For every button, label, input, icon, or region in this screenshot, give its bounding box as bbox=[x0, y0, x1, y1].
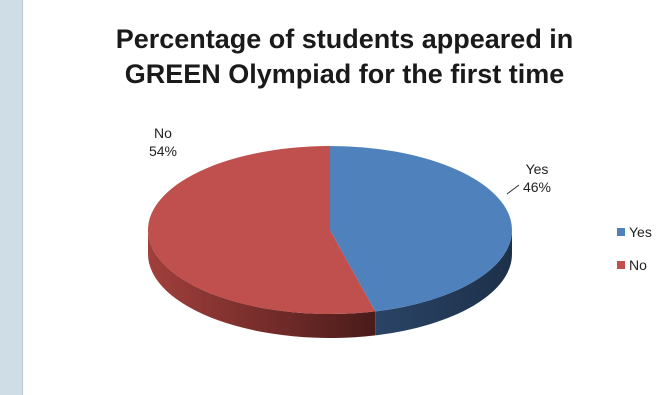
leader-line-yes bbox=[506, 184, 520, 195]
data-label-no-value: 54% bbox=[149, 143, 177, 159]
data-label-no-name: No bbox=[154, 125, 172, 141]
chart-title-line-2: GREEN Olympiad for the first time bbox=[124, 59, 565, 89]
chart-title-line-1: Percentage of students appeared in bbox=[115, 24, 574, 54]
pie-slice-side-yes bbox=[375, 230, 512, 336]
pie-chart: No 54% Yes 46% Yes No bbox=[147, 125, 652, 338]
data-label-yes-value: 46% bbox=[523, 179, 551, 195]
legend-label-no: No bbox=[629, 257, 647, 273]
pie-slice-yes bbox=[330, 146, 512, 312]
pie-slice-side-no bbox=[148, 230, 376, 338]
legend-label-yes: Yes bbox=[629, 224, 652, 240]
pie-slice-no bbox=[147, 146, 376, 315]
chart-title: Percentage of students appeared in GREEN… bbox=[23, 22, 665, 92]
chart-frame: Percentage of students appeared in GREEN… bbox=[22, 0, 665, 395]
legend-swatch-no bbox=[617, 261, 625, 269]
data-label-yes-name: Yes bbox=[526, 161, 549, 177]
legend-swatch-yes bbox=[617, 228, 625, 236]
